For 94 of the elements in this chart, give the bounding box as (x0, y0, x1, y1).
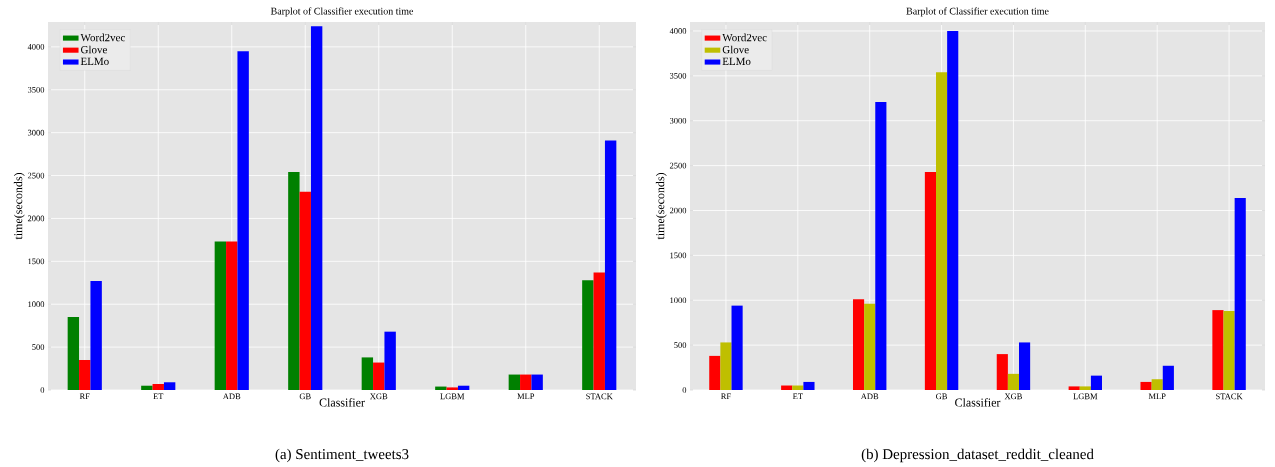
bar (720, 342, 732, 390)
bar (947, 30, 959, 390)
y-tick-label: 1500 (670, 252, 687, 259)
bar (90, 281, 102, 390)
y-axis-title: time(seconds) (655, 172, 667, 240)
y-tick-label: 2500 (27, 172, 45, 179)
bar (531, 374, 543, 390)
x-tick-label: ET (153, 393, 164, 400)
bar (1162, 365, 1174, 390)
y-tick-label: 1000 (670, 297, 687, 304)
bar (141, 385, 153, 390)
x-tick-label: MLP (517, 393, 535, 400)
x-tick-label: STACK (586, 393, 613, 400)
legend-label: Glove (80, 45, 107, 54)
x-tick-label: XGB (370, 393, 388, 400)
x-tick-label: RF (721, 393, 731, 400)
bar (457, 385, 470, 390)
y-tick-label: 4000 (27, 44, 45, 50)
bar (237, 51, 249, 390)
bar (924, 171, 936, 390)
bar (864, 303, 876, 390)
bar (875, 101, 887, 390)
x-tick-label: XGB (1004, 393, 1022, 400)
bar (361, 357, 374, 390)
bar (604, 140, 617, 390)
legend-label: Word2vec (80, 33, 125, 42)
bar (310, 26, 323, 390)
bar (1234, 197, 1246, 390)
bar (1068, 386, 1080, 390)
bar (288, 172, 300, 390)
x-tick-label: ET (792, 393, 803, 400)
y-tick-label: 1000 (28, 301, 45, 308)
y-tick-label: 0 (682, 387, 687, 393)
bar (709, 355, 721, 390)
x-axis-title: Classifier (319, 398, 365, 407)
bar (1079, 386, 1091, 390)
bar (1019, 342, 1031, 390)
bar (226, 241, 238, 390)
x-tick-label: STACK (1216, 393, 1243, 400)
x-axis-title: Classifier (955, 398, 1001, 407)
y-tick-label: 2500 (669, 162, 687, 169)
y-tick-label: 500 (674, 342, 687, 348)
bar (79, 359, 91, 390)
bar (299, 191, 311, 390)
bar (996, 354, 1008, 390)
y-tick-label: 3000 (27, 129, 45, 136)
text: (a) Sentiment_tweets3 (275, 448, 409, 463)
bar (1223, 311, 1235, 390)
x-tick-label: LGBM (440, 393, 465, 400)
y-tick-label: 3500 (27, 86, 45, 93)
bar (446, 387, 458, 390)
y-tick-label: 0 (40, 387, 45, 393)
x-tick-label: GB (299, 393, 311, 400)
bar (435, 386, 447, 390)
bar (582, 280, 594, 390)
bar (1140, 381, 1152, 390)
bar (67, 317, 80, 390)
bar (803, 381, 815, 390)
y-axis-title: time(seconds) (13, 172, 25, 240)
x-tick-label: MLP (1148, 393, 1166, 400)
bar (731, 305, 743, 390)
x-tick-label: GB (936, 393, 948, 400)
y-tick-label: 2000 (669, 207, 687, 214)
chart-title: Barplot of Classifier execution time (270, 7, 414, 17)
bar (1007, 373, 1020, 390)
bar (152, 384, 164, 390)
bar (936, 72, 948, 390)
text: (b) Depression_dataset_reddit_cleaned (861, 448, 1094, 463)
legend-label: ELMo (722, 57, 751, 65)
x-tick-label: ADB (860, 393, 879, 400)
y-tick-label: 3500 (669, 73, 687, 79)
legend-label: ELMo (80, 57, 109, 65)
bar (593, 272, 605, 390)
y-tick-label: 500 (32, 344, 45, 350)
legend-label: Word2vec (722, 33, 767, 42)
x-tick-label: RF (79, 393, 90, 400)
x-tick-label: ADB (222, 393, 241, 400)
bar (384, 331, 396, 390)
bar (214, 241, 227, 390)
x-tick-label: LGBM (1073, 393, 1098, 400)
y-tick-label: 1500 (28, 258, 45, 265)
y-tick-label: 3000 (669, 117, 687, 124)
y-tick-label: 2000 (27, 215, 45, 222)
bar (508, 374, 521, 390)
bar (373, 362, 385, 390)
bar (1212, 310, 1224, 390)
bar (163, 382, 176, 390)
legend-label: Glove (722, 45, 749, 54)
bar (1090, 375, 1103, 390)
bar (852, 299, 865, 390)
y-tick-label: 4000 (669, 28, 687, 34)
bar (1151, 379, 1163, 390)
bar (520, 374, 532, 390)
chart-title: Barplot of Classifier execution time (906, 7, 1049, 17)
